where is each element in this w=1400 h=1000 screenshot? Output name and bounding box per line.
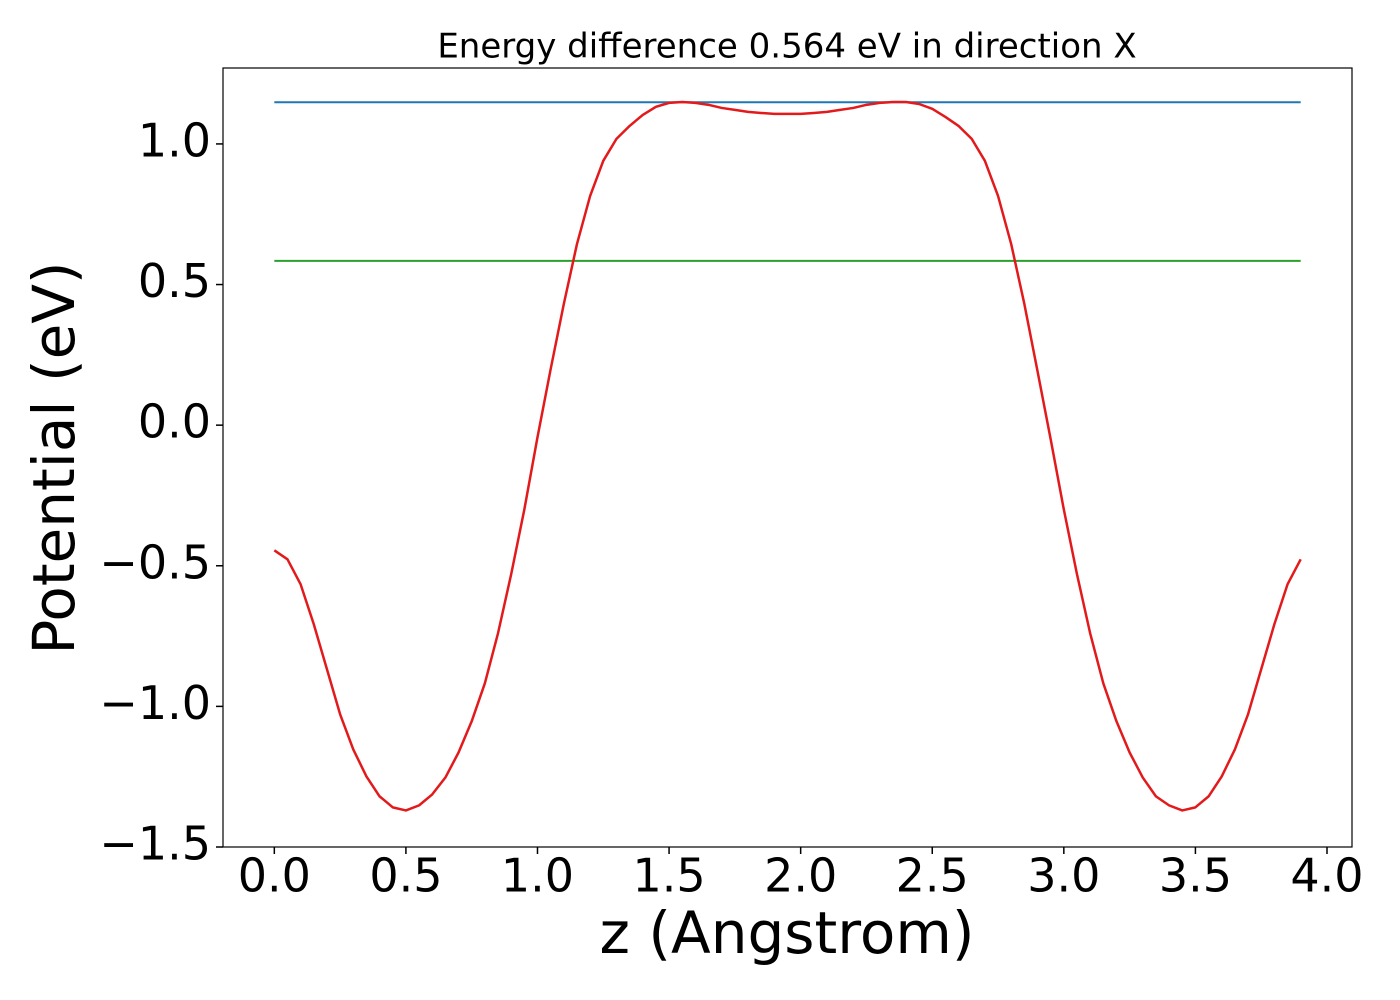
series-line (273, 100, 1302, 812)
y-axis-label: Potential (eV) (20, 261, 88, 654)
plot-frame (222, 67, 1353, 848)
x-tick-label: 3.5 (1159, 849, 1232, 903)
chart-title: Energy difference 0.564 eV in direction … (437, 27, 1136, 67)
x-tick-label: 0.0 (238, 849, 311, 903)
y-tick-label: 1.0 (138, 113, 211, 167)
x-tick-label: 1.0 (501, 849, 574, 903)
y-tick-label: −1.0 (99, 676, 211, 730)
x-tick-label: 2.0 (764, 849, 837, 903)
x-tick-label: 2.5 (896, 849, 969, 903)
x-tick-label: 1.5 (632, 849, 705, 903)
x-axis-label: z (Angstrom) (600, 899, 975, 967)
x-tick-label: 3.0 (1027, 849, 1100, 903)
y-tick-label: 0.5 (138, 254, 211, 308)
y-tick-label: −1.5 (99, 817, 211, 871)
x-tick-label: 4.0 (1290, 849, 1363, 903)
x-tick-label: 0.5 (369, 849, 442, 903)
y-tick-label: 0.0 (138, 395, 211, 449)
y-tick-label: −0.5 (99, 535, 211, 589)
